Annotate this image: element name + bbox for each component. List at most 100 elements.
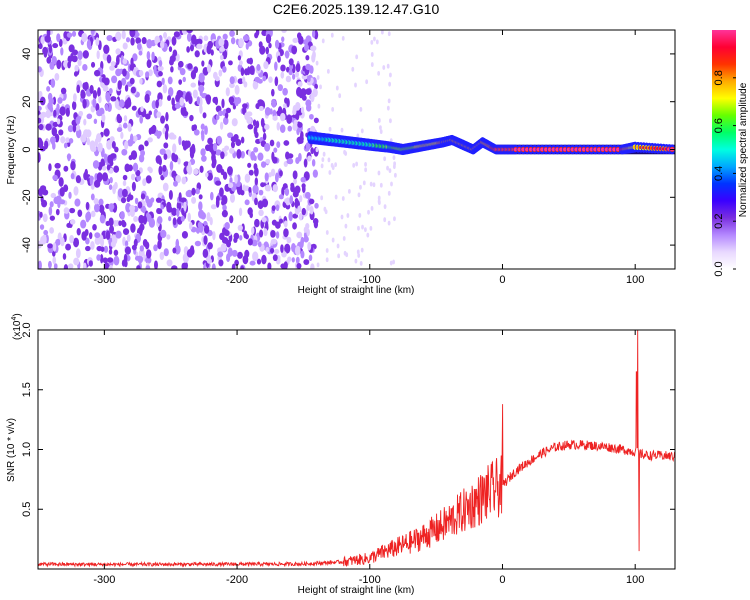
- spectrogram-noise-cell: [65, 137, 71, 143]
- spectrogram-noise-cell: [331, 106, 335, 112]
- spectrogram-noise-cell: [102, 257, 108, 264]
- spectrogram-noise-cell: [185, 93, 189, 102]
- spectrogram-noise-cell: [224, 112, 229, 119]
- spectrogram-noise-cell: [287, 153, 294, 159]
- spectrogram-noise-cell: [52, 43, 59, 49]
- spectrogram-noise-cell: [283, 220, 288, 228]
- spectrogram-noise-cell: [109, 264, 113, 269]
- spectrogram-noise-cell: [256, 63, 261, 72]
- spectrogram-noise-cell: [102, 85, 109, 92]
- spectrogram-noise-cell: [254, 197, 258, 206]
- spectrogram-noise-cell: [106, 139, 113, 150]
- spectrogram-noise-cell: [75, 175, 82, 184]
- snr-x-tick-label: 0: [499, 574, 505, 586]
- spectrogram-noise-cell: [358, 213, 362, 218]
- spectrogram-noise-cell: [237, 78, 244, 85]
- spectrogram-noise-cell: [261, 254, 267, 265]
- spectrogram-noise-cell: [315, 147, 319, 153]
- spectrogram-noise-cell: [206, 258, 212, 264]
- spectrogram-noise-cell: [142, 178, 147, 187]
- spectrogram-noise-cell: [272, 115, 278, 121]
- spectrogram-noise-cell: [243, 185, 250, 192]
- spectrogram-noise-cell: [298, 212, 303, 221]
- spectrogram-noise-cell: [325, 248, 329, 253]
- spectrogram-noise-cell: [110, 96, 117, 102]
- spectrogram-noise-cell: [234, 84, 240, 95]
- spectrogram-noise-cell: [373, 36, 376, 42]
- spectrogram-noise-cell: [216, 135, 223, 145]
- spectrogram-noise-cell: [220, 168, 225, 176]
- spectrogram-noise-cell: [377, 70, 381, 76]
- spectrogram-noise-cell: [73, 93, 77, 102]
- spectrogram-noise-cell: [282, 87, 288, 96]
- spectrogram-noise-cell: [377, 118, 381, 123]
- spectrogram-noise-cell: [354, 258, 358, 264]
- spectrogram-noise-cell: [305, 222, 310, 230]
- spectrogram-noise-cell: [82, 50, 89, 59]
- spectrogram-noise-cell: [218, 259, 224, 267]
- spectrogram-noise-cell: [204, 144, 211, 152]
- spectrogram-noise-cell: [229, 193, 236, 203]
- spectrogram-noise-cell: [146, 38, 153, 49]
- spectrogram-noise-cell: [255, 120, 260, 129]
- spectrogram-noise-cell: [281, 251, 287, 258]
- spectrogram-noise-cell: [80, 219, 87, 229]
- spectrogram-noise-cell: [116, 115, 123, 124]
- spectrogram-noise-cell: [260, 161, 267, 168]
- spectrogram-noise-cell: [245, 42, 249, 50]
- spectrogram-noise-cell: [128, 155, 133, 161]
- spectrogram-noise-cell: [249, 65, 255, 76]
- spectrogram-noise-cell: [324, 209, 328, 215]
- spectrogram-noise-cell: [202, 248, 209, 259]
- spectrogram-noise-cell: [196, 43, 203, 50]
- snr-y-multiplier-close: ): [12, 313, 23, 316]
- spectrogram-noise-cell: [171, 97, 175, 107]
- spectrogram-noise-cell: [233, 237, 238, 243]
- spectrogram-noise-cell: [234, 259, 239, 266]
- spectrogram-noise-cell: [98, 95, 102, 104]
- spectrogram-noise-cell: [261, 216, 267, 223]
- spectrogram-noise-cell: [127, 164, 133, 172]
- spectrogram-noise-cell: [288, 64, 294, 70]
- spectrogram-noise-cell: [305, 63, 311, 71]
- spectrogram-noise-cell: [300, 88, 307, 97]
- spectrogram-noise-cell: [160, 229, 167, 239]
- spectrogram-noise-cell: [300, 176, 306, 183]
- spectrogram-noise-cell: [105, 91, 111, 102]
- spectrogram-noise-cell: [59, 187, 65, 197]
- spectrogram-noise-cell: [326, 68, 330, 74]
- spectrogram-noise-cell: [163, 142, 169, 149]
- spectrogram-noise-cell: [73, 186, 79, 196]
- spectrogram-noise-cell: [299, 195, 303, 203]
- spectrogram-noise-cell: [267, 185, 271, 192]
- spectrogram-noise-cell: [310, 45, 317, 52]
- spectrogram-noise-cell: [239, 235, 243, 241]
- spectrogram-noise-cell: [377, 170, 381, 176]
- spectrogram-noise-cell: [284, 97, 288, 104]
- spectrogram-noise-cell: [359, 106, 363, 112]
- spectrogram-noise-cell: [172, 49, 178, 57]
- spectrogram-noise-cell: [50, 192, 57, 199]
- spectrogram-noise-cell: [357, 192, 361, 198]
- spectrogram-noise-cell: [70, 161, 76, 171]
- spectrogram-noise-cell: [178, 90, 184, 97]
- spectrogram-noise-cell: [49, 227, 55, 234]
- spectrogram-noise-cell: [294, 245, 301, 256]
- spectrogram-noise-cell: [56, 59, 62, 70]
- spectrogram-noise-cell: [201, 60, 205, 67]
- spectrogram-noise-cell: [125, 37, 131, 43]
- spectrogram-noise-cell: [210, 191, 214, 201]
- spectrogram-noise-cell: [105, 230, 111, 240]
- spectrogram-noise-cell: [217, 110, 224, 117]
- spectrogram-noise: [38, 30, 397, 269]
- spectrogram-noise-cell: [265, 34, 272, 44]
- spectrogram-noise-cell: [305, 88, 312, 95]
- spectrogram-noise-cell: [280, 71, 285, 79]
- spectrogram-noise-cell: [178, 192, 182, 202]
- spectrogram-noise-cell: [262, 132, 267, 141]
- spectrogram-noise-cell: [82, 262, 87, 269]
- spectrogram-noise-cell: [40, 36, 45, 45]
- spectrogram-noise-cell: [168, 46, 173, 53]
- spectrogram-noise-cell: [275, 204, 280, 212]
